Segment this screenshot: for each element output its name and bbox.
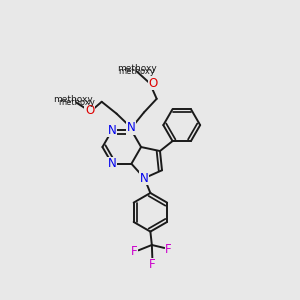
Text: N: N	[140, 172, 149, 184]
Text: methoxy: methoxy	[54, 95, 93, 104]
Text: N: N	[108, 124, 116, 137]
Text: N: N	[108, 157, 116, 170]
Text: methoxy: methoxy	[58, 98, 95, 107]
Text: O: O	[85, 104, 94, 117]
Text: methoxy: methoxy	[118, 67, 155, 76]
Text: F: F	[131, 245, 138, 258]
Text: methoxy: methoxy	[125, 67, 132, 68]
Text: F: F	[149, 258, 156, 272]
Text: methoxy: methoxy	[117, 64, 157, 73]
Text: F: F	[165, 243, 172, 256]
Text: N: N	[127, 121, 136, 134]
Text: O: O	[149, 77, 158, 90]
